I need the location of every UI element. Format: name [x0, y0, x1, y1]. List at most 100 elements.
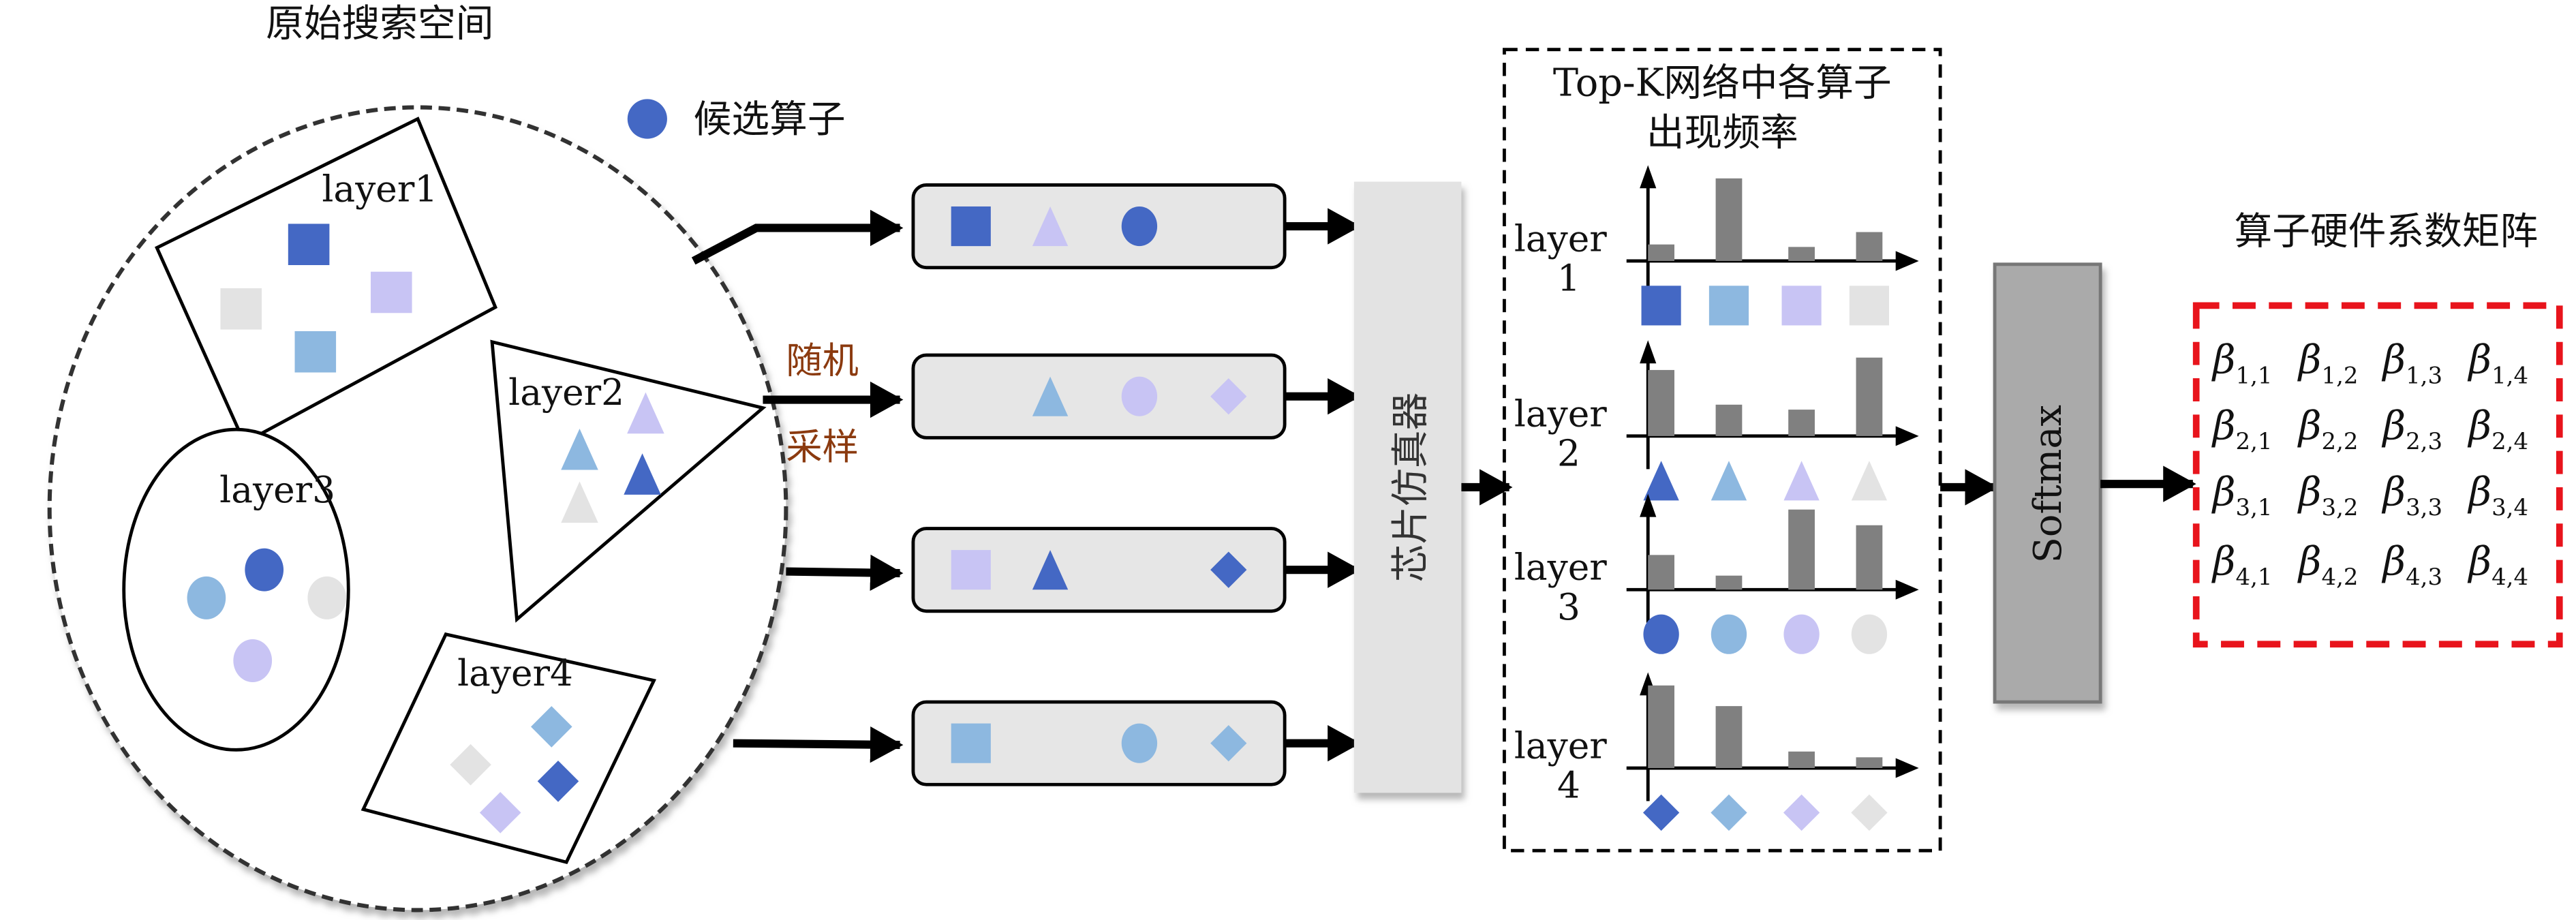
- matrix-entry: β1,3: [2382, 337, 2443, 389]
- sample-arrow-3: [786, 554, 904, 592]
- lavender-square-operator-icon: [370, 271, 412, 313]
- matrix-entry: β3,3: [2382, 469, 2443, 521]
- light-square-operator-icon: [951, 723, 991, 763]
- search-space-title: 原始搜索空间: [266, 1, 493, 46]
- lavender-circle-operator-icon: [1783, 614, 1820, 654]
- gray-square-operator-icon: [220, 288, 262, 330]
- frequency-bar: [1788, 509, 1815, 590]
- frequency-bar: [1856, 757, 1883, 769]
- dark-circle-operator-icon: [1643, 614, 1679, 654]
- matrix-entry: β3,2: [2297, 469, 2359, 521]
- light-diamond-operator-icon: [531, 706, 572, 748]
- matrix-entry: β4,2: [2297, 538, 2359, 590]
- chart-layer-label: layer: [1514, 393, 1607, 435]
- chart-layer-label: layer: [1514, 547, 1607, 589]
- lavender-triangle-operator-icon: [627, 392, 664, 434]
- lavender-circle-operator-icon: [233, 639, 273, 682]
- x-axis-arrowhead-icon: [1895, 251, 1919, 271]
- light-diamond-operator-icon: [1210, 725, 1247, 762]
- legend-candidate-operator-icon: [627, 99, 667, 139]
- layer3-region: [122, 427, 350, 752]
- random-label: 随机: [786, 340, 859, 382]
- frequency-bar: [1715, 706, 1743, 769]
- matrix-entry: β3,4: [2468, 469, 2529, 521]
- matrix-entry: β1,4: [2468, 337, 2529, 389]
- dark-triangle-operator-icon: [624, 453, 661, 495]
- gray-diamond-operator-icon: [1851, 794, 1888, 831]
- matrix-entry: β4,3: [2382, 538, 2443, 590]
- softmax-box: [1993, 262, 2102, 704]
- gray-triangle-operator-icon: [561, 481, 598, 523]
- lavender-square-operator-icon: [1781, 286, 1822, 326]
- matrix-entry: β4,1: [2211, 538, 2273, 590]
- chart-layer-label: layer: [1514, 217, 1607, 260]
- softmax-label: Softmax: [2026, 405, 2070, 563]
- layer2-region: [490, 339, 767, 623]
- frequency-bar: [1648, 244, 1674, 261]
- frequency-bar: [1715, 404, 1743, 436]
- chart-layer-label: layer: [1514, 724, 1607, 767]
- topk-title-line1: Top-K网络中各算子: [1553, 61, 1892, 106]
- dark-square-operator-icon: [288, 224, 330, 266]
- matrix-entry: β2,2: [2297, 403, 2359, 455]
- layer3-label: layer3: [219, 469, 335, 511]
- matrix-entry: β4,4: [2468, 538, 2529, 590]
- matrix-entry: β1,1: [2211, 337, 2273, 389]
- chart-layer-index: 4: [1557, 765, 1580, 807]
- layer2-label: layer2: [508, 371, 624, 414]
- gray-triangle-operator-icon: [1851, 461, 1888, 501]
- coefficient-matrix-box: [2192, 302, 2563, 648]
- dark-square-operator-icon: [951, 206, 991, 247]
- light-square-operator-icon: [1708, 286, 1749, 326]
- frequency-bar: [1856, 232, 1883, 261]
- gray-square-operator-icon: [1849, 286, 1889, 326]
- light-triangle-operator-icon: [561, 428, 598, 470]
- layer4-label: layer4: [457, 652, 573, 694]
- light-circle-operator-icon: [1711, 614, 1747, 654]
- frequency-bar: [1715, 575, 1743, 590]
- chart-layer-index: 1: [1557, 258, 1580, 300]
- lavender-triangle-operator-icon: [1783, 461, 1820, 501]
- x-axis-arrowhead-icon: [1895, 426, 1919, 446]
- frequency-bar: [1648, 685, 1674, 769]
- layer1-label: layer1: [322, 168, 438, 211]
- x-axis-arrowhead-icon: [1895, 758, 1919, 778]
- dark-triangle-operator-icon: [1643, 461, 1679, 501]
- gray-circle-operator-icon: [1851, 614, 1888, 654]
- lavender-diamond-operator-icon: [1783, 794, 1820, 831]
- y-axis-arrowhead-icon: [1640, 165, 1657, 189]
- topk-frequency-panel: [1503, 48, 1942, 853]
- lavender-diamond-operator-icon: [479, 792, 521, 833]
- light-square-operator-icon: [294, 331, 337, 373]
- y-axis-arrowhead-icon: [1640, 340, 1657, 364]
- gray-circle-operator-icon: [307, 576, 347, 619]
- frequency-bar: [1856, 357, 1883, 436]
- dark-diamond-operator-icon: [1210, 551, 1247, 588]
- light-circle-operator-icon: [187, 576, 226, 619]
- legend-label: 候选算子: [694, 97, 846, 142]
- dark-circle-operator-icon: [1121, 206, 1158, 247]
- topk-title-line2: 出现频率: [1646, 110, 1798, 155]
- chip-simulator-box: [1353, 181, 1462, 793]
- matrix-entry: β2,3: [2382, 403, 2443, 455]
- matrix-entry: β2,1: [2211, 403, 2273, 455]
- frequency-bar: [1648, 555, 1674, 590]
- sample-arrow-1: [691, 209, 904, 265]
- chart-layer-index: 2: [1557, 432, 1580, 474]
- matrix-entry: β3,1: [2211, 469, 2273, 521]
- light-circle-operator-icon: [1121, 723, 1158, 763]
- chart-layer-index: 3: [1557, 586, 1580, 628]
- frequency-bar: [1856, 525, 1883, 590]
- sampling-label: 采样: [786, 426, 859, 468]
- frequency-bar: [1648, 369, 1674, 436]
- matrix-entry: β2,4: [2468, 403, 2529, 455]
- frequency-bar: [1788, 247, 1815, 261]
- frequency-bar: [1788, 751, 1815, 769]
- sample-arrow-4: [733, 726, 904, 763]
- light-triangle-operator-icon: [1711, 461, 1747, 501]
- lavender-square-operator-icon: [951, 550, 991, 590]
- layer1-region: [155, 117, 497, 445]
- matrix-title: 算子硬件系数矩阵: [2235, 210, 2539, 254]
- lavender-circle-operator-icon: [1121, 376, 1158, 416]
